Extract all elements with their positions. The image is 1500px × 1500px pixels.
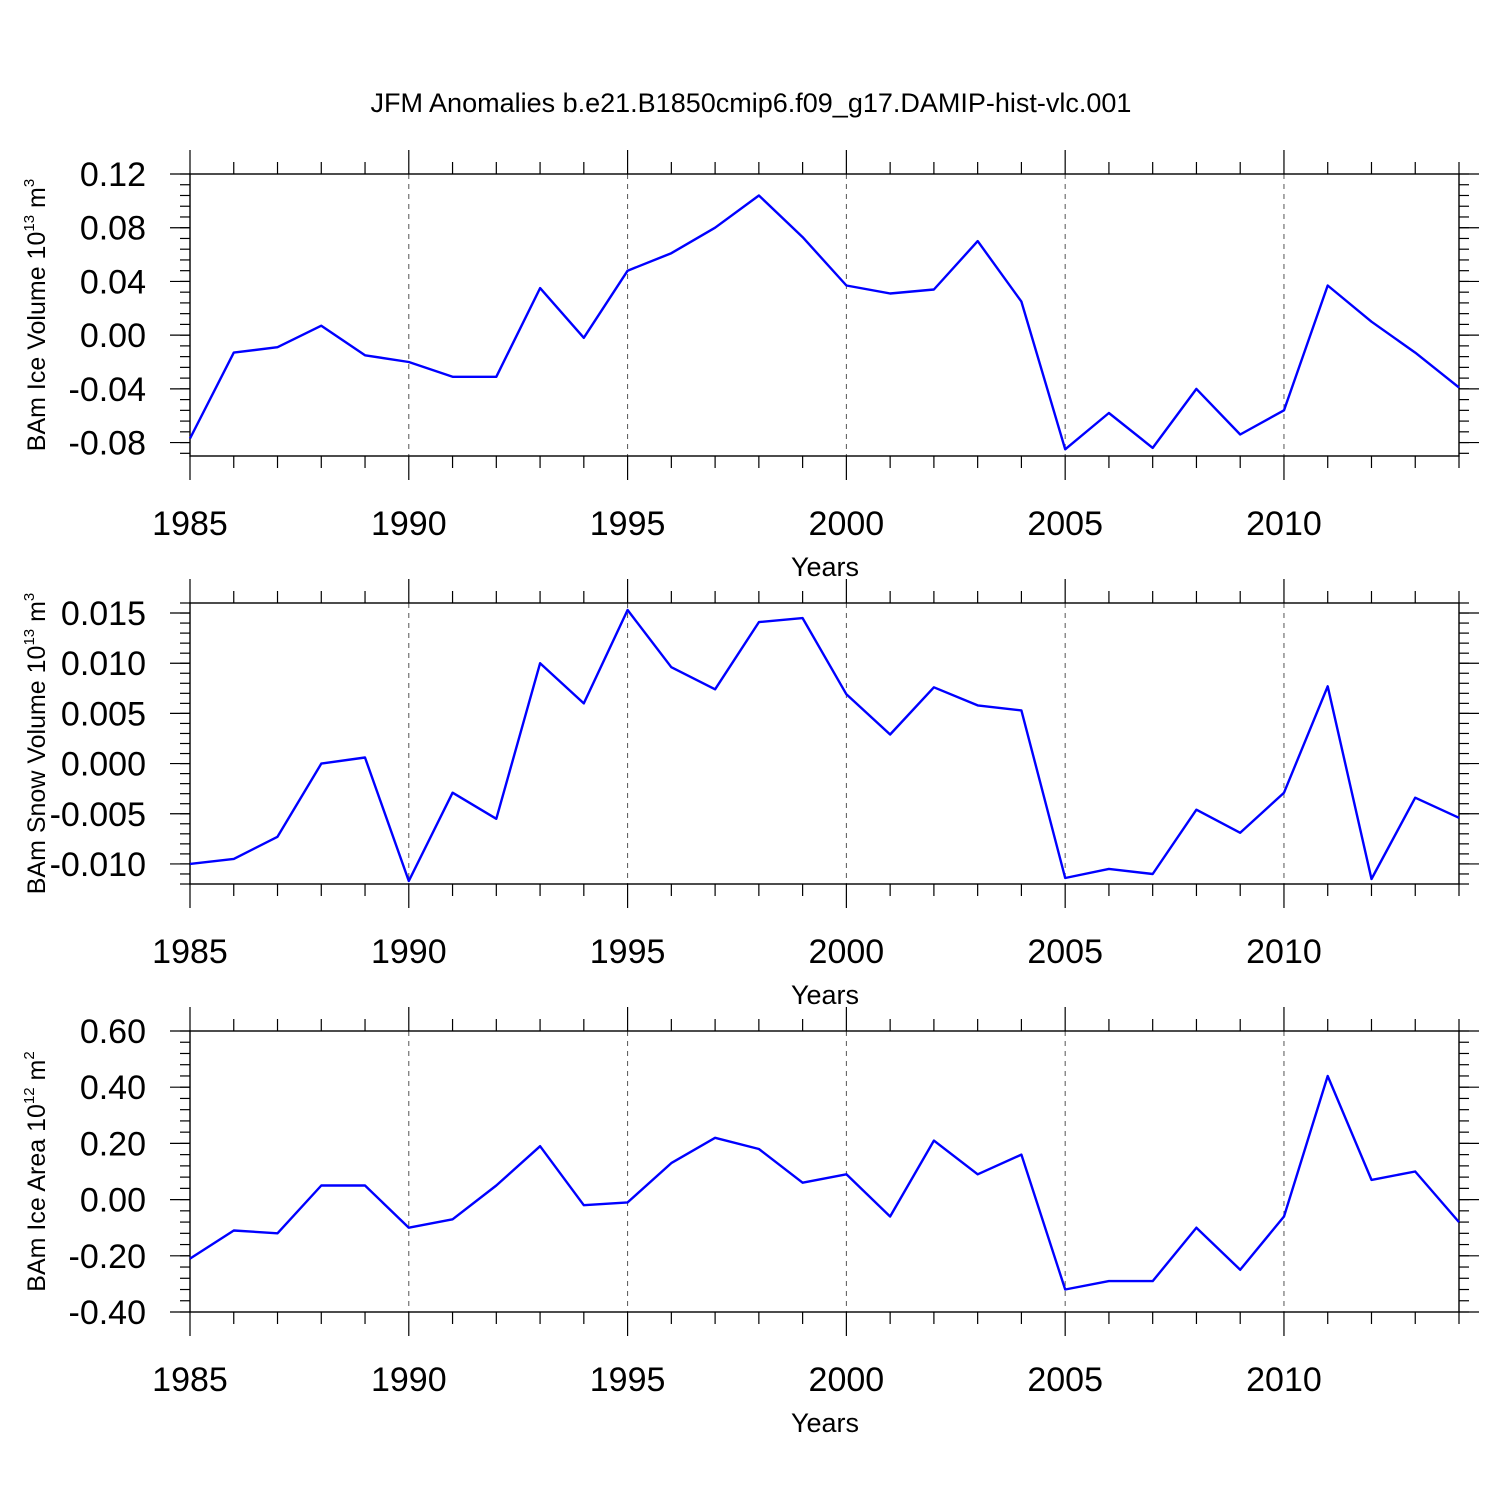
y-axis-label-text: BAm Ice Area 10	[23, 1104, 51, 1292]
y-tick-label: 0.04	[80, 263, 146, 301]
y-tick-label: 0.005	[61, 695, 146, 733]
x-tick-label: 1995	[590, 1361, 666, 1399]
x-tick-label: 2005	[1027, 505, 1103, 543]
y-tick-label: 0.12	[80, 156, 146, 194]
panel-1: -0.08 -0.04 0.00 0.04 0.08 0.12 1985 1990 1995 20…	[21, 150, 1479, 582]
y-tick-label: 0.015	[61, 595, 146, 633]
y-tick-label: 0.010	[61, 645, 146, 683]
plot-frame	[189, 1030, 1460, 1313]
y-axis-label-exponent: 12	[21, 1087, 38, 1104]
x-tick-label: 1990	[371, 1361, 447, 1399]
plot-frame	[189, 602, 1460, 885]
x-tick-label: 1985	[152, 933, 228, 971]
y-tick-label: 0.08	[80, 210, 146, 248]
y-tick-label: 0.00	[80, 1182, 146, 1220]
y-tick-label: -0.20	[69, 1238, 147, 1276]
figure-title: JFM Anomalies b.e21.B1850cmip6.f09_g17.D…	[371, 88, 1132, 118]
y-tick-label: -0.08	[69, 425, 147, 463]
x-axis-label: Years	[791, 980, 859, 1010]
y-axis-label-text: BAm Ice Volume 10	[23, 232, 51, 452]
x-tick-label: 2000	[809, 1361, 885, 1399]
panel-2: -0.010 -0.005 0.000 0.005 0.010 0.015 1985 1990…	[21, 579, 1479, 1010]
x-tick-label: 1985	[152, 505, 228, 543]
y-tick-label: 0.00	[80, 317, 146, 355]
y-axis-label: BAm Ice Volume 1013 m3	[21, 179, 51, 451]
x-tick-label: 2005	[1027, 1361, 1103, 1399]
y-axis-label-exponent: 13	[21, 629, 38, 646]
x-tick-label: 2010	[1246, 1361, 1322, 1399]
y-tick-label: 0.40	[80, 1069, 146, 1107]
y-axis-label-unit: m	[23, 601, 51, 629]
y-axis-label-unit-exponent: 3	[21, 179, 38, 187]
x-tick-label: 1990	[371, 505, 447, 543]
x-axis-label: Years	[791, 552, 859, 582]
y-axis-label: BAm Ice Area 1012 m2	[21, 1051, 51, 1291]
x-tick-label: 2010	[1246, 505, 1322, 543]
series-line	[188, 194, 1460, 451]
x-axis-label: Years	[791, 1408, 859, 1438]
y-tick-label: 0.20	[80, 1125, 146, 1163]
y-tick-label: -0.005	[50, 796, 146, 834]
series-line	[189, 608, 1460, 883]
x-tick-label: 2000	[809, 505, 885, 543]
y-tick-label: -0.04	[69, 371, 147, 409]
plot-frame	[189, 173, 1460, 457]
y-axis-label-unit: m	[23, 187, 51, 215]
x-tick-label: 1995	[590, 933, 666, 971]
y-tick-label: 0.60	[80, 1013, 146, 1051]
y-axis-label-unit-exponent: 3	[21, 593, 38, 601]
x-tick-label: 2000	[809, 933, 885, 971]
y-axis-label-text: BAm Snow Volume 10	[23, 646, 51, 895]
panel-3: -0.40 -0.20 0.00 0.20 0.40 0.60 1985 1990 1995 20…	[21, 1007, 1479, 1438]
y-axis-label-unit: m	[23, 1060, 51, 1088]
y-axis-label: BAm Snow Volume 1013 m3	[21, 593, 51, 895]
x-tick-label: 2010	[1246, 933, 1322, 971]
x-tick-label: 1985	[152, 1361, 228, 1399]
x-tick-label: 1995	[590, 505, 666, 543]
y-axis-label-unit-exponent: 2	[21, 1051, 38, 1059]
x-tick-label: 1990	[371, 933, 447, 971]
series-line	[189, 1074, 1460, 1291]
y-tick-label: 0.000	[61, 746, 146, 784]
y-tick-label: -0.010	[50, 846, 146, 884]
y-tick-label: -0.40	[69, 1294, 147, 1332]
x-tick-label: 2005	[1027, 933, 1103, 971]
y-axis-label-exponent: 13	[21, 215, 38, 232]
